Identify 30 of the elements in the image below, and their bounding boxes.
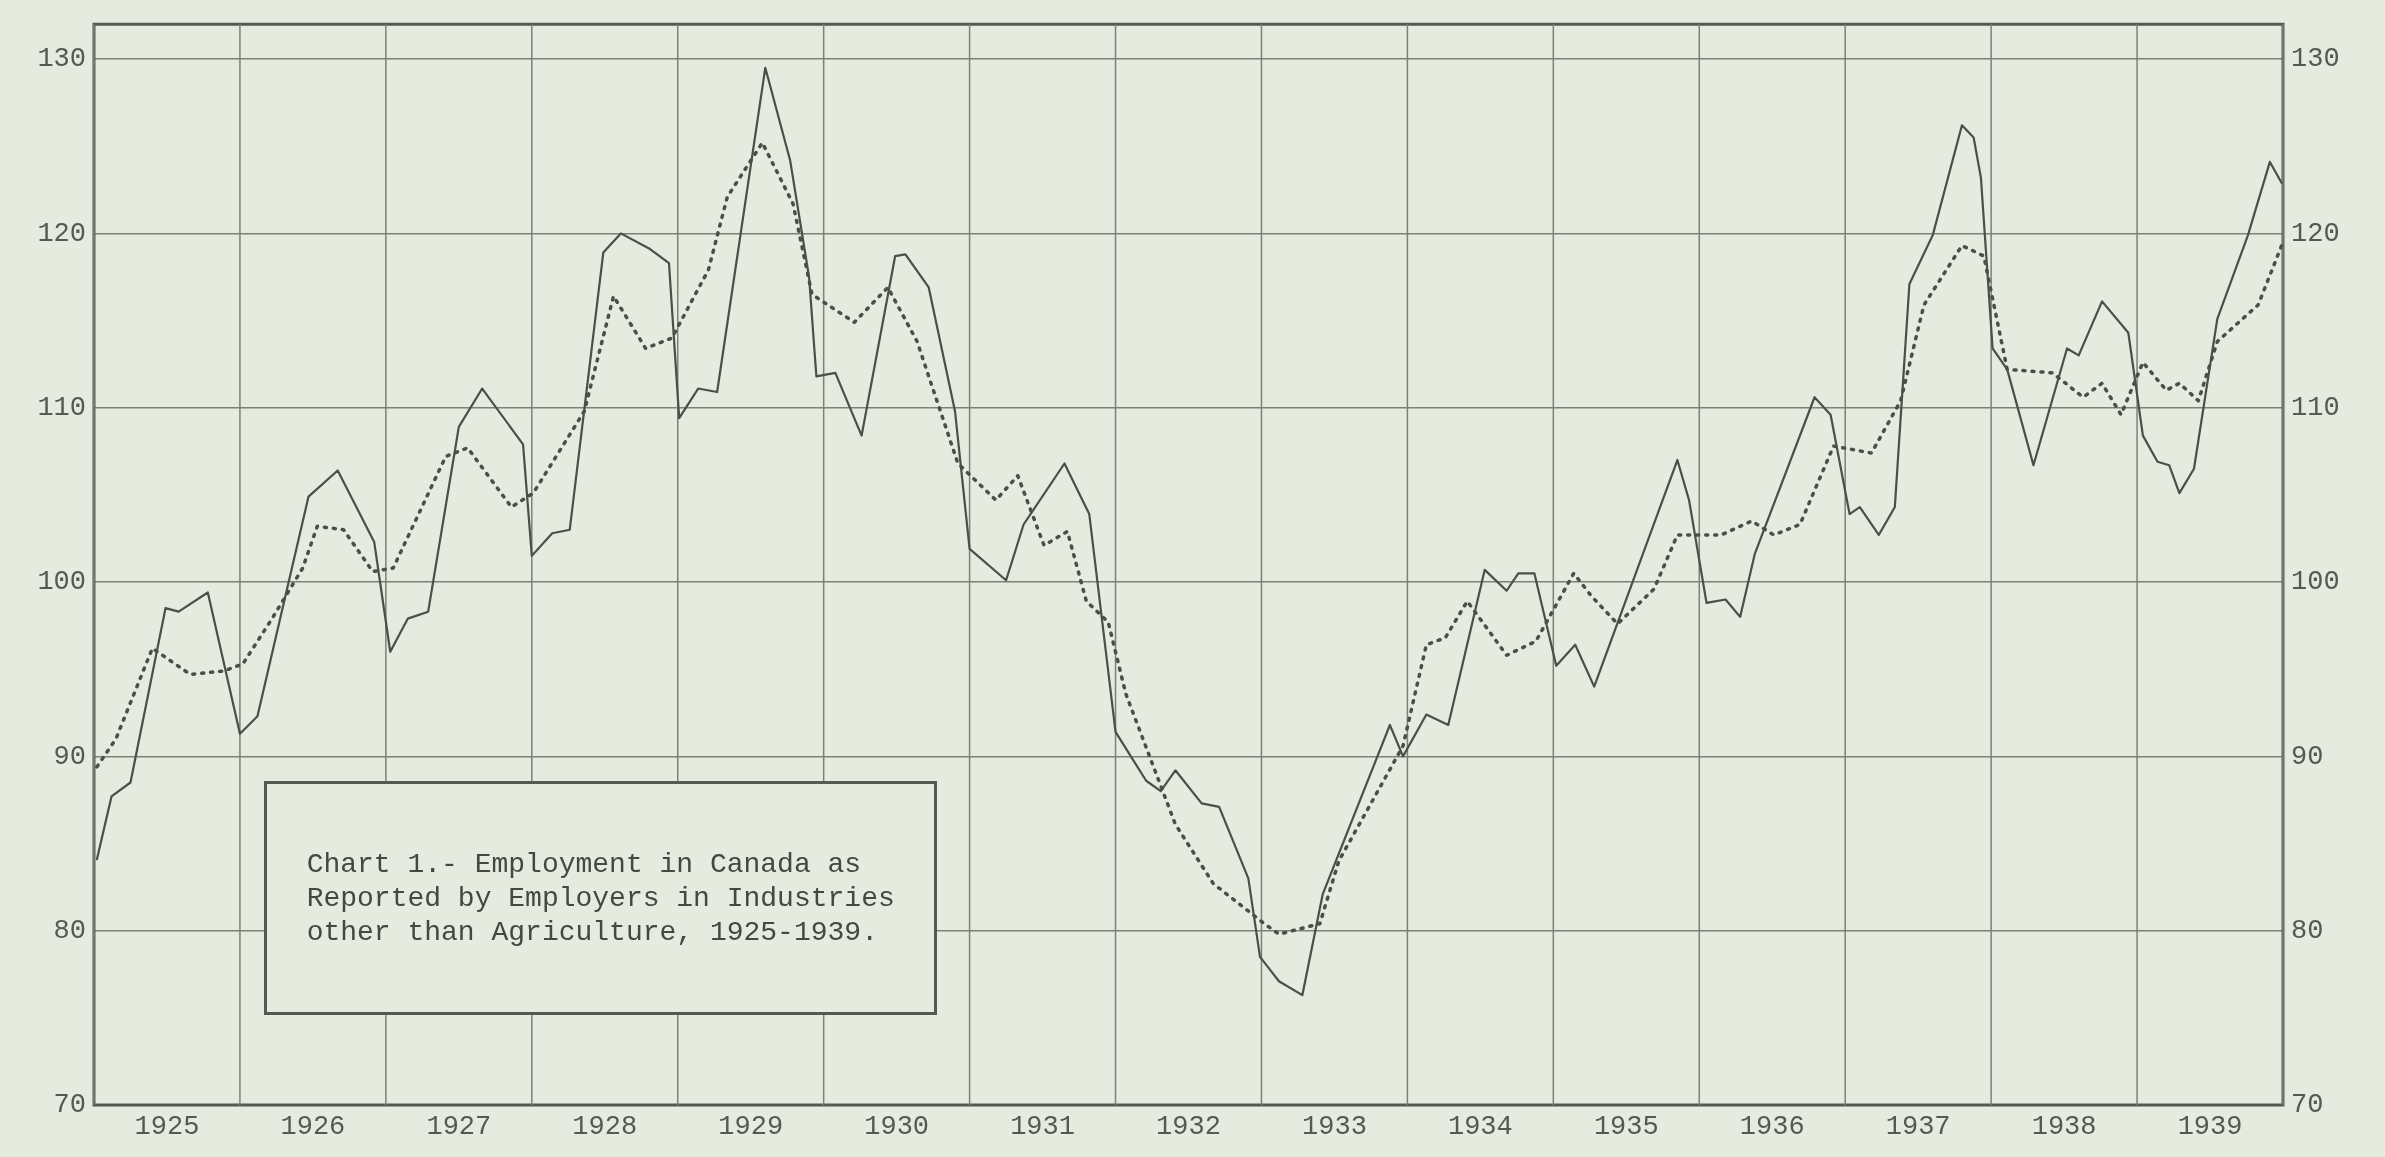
x-tick-label: 1933 [1302,1112,1367,1143]
y2-tick-label: 90 [2291,741,2324,772]
y2-tick-label: 80 [2291,915,2324,946]
x-tick-label: 1934 [1447,1112,1513,1143]
y-tick-label: 80 [53,915,86,946]
y-tick-label: 120 [37,218,86,249]
y-tick-label: 130 [37,44,86,75]
x-tick-label: 1939 [2177,1112,2243,1143]
y-tick-label: 110 [37,392,86,423]
y2-tick-label: 100 [2291,567,2340,598]
caption-box: Chart 1.- Employment in Canada as Reported by Employers in Industries other than Agriculture, 1925-1939. [263,780,937,1015]
x-tick-label: 1930 [864,1112,930,1143]
x-tick-label: 1926 [280,1112,346,1143]
y2-tick-label: 120 [2291,218,2340,249]
x-tick-label: 1936 [1739,1112,1805,1143]
x-tick-label: 1927 [426,1112,492,1143]
x-tick-label: 1937 [1885,1112,1951,1143]
y-tick-label: 100 [37,567,86,598]
x-tick-label: 1925 [134,1112,200,1143]
x-tick-label: 1938 [2031,1112,2097,1143]
y2-tick-label: 70 [2291,1090,2324,1121]
x-tick-label: 1932 [1156,1112,1221,1143]
x-tick-label: 1928 [572,1112,638,1143]
y-tick-label: 90 [53,741,86,772]
y2-tick-label: 110 [2291,392,2340,423]
x-tick-label: 1929 [718,1112,784,1143]
x-tick-label: 1935 [1593,1112,1659,1143]
x-tick-label: 1931 [1010,1112,1075,1143]
y2-tick-label: 130 [2291,44,2340,75]
y-tick-label: 70 [53,1090,86,1121]
